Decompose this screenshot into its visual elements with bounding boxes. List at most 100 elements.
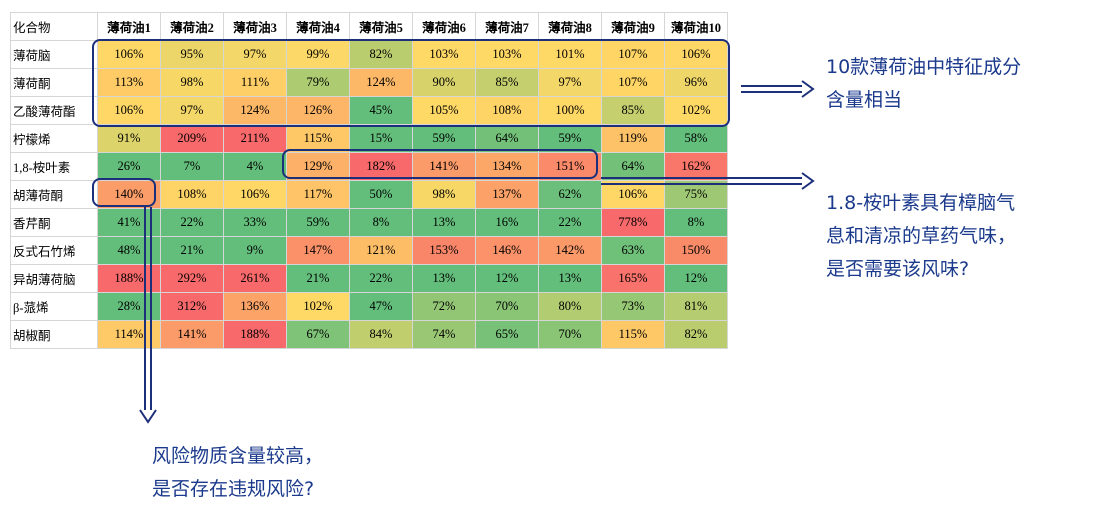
heatmap-cell: 84% [349,320,413,349]
heatmap-cell: 100% [538,96,602,125]
heatmap-cell: 59% [286,208,350,237]
arrow-down-left [139,207,157,424]
callout-top-line2: 含量相当 [826,89,903,111]
heatmap-cell: 150% [664,236,728,265]
heatmap-cell: 124% [223,96,287,125]
callout-bottom: 风险物质含量较高， 是否存在违规风险? [152,440,323,506]
heatmap-cell: 64% [601,152,665,181]
row-label: 反式石竹烯 [10,236,98,265]
heatmap-cell: 136% [223,292,287,321]
row-label: β-蒎烯 [10,292,98,321]
heatmap-cell: 134% [475,152,539,181]
row-label: 柠檬烯 [10,124,98,153]
heatmap-cell: 113% [97,68,161,97]
heatmap-cell: 82% [664,320,728,349]
heatmap-cell: 65% [475,320,539,349]
heatmap-cell: 141% [160,320,224,349]
heatmap-cell: 102% [286,292,350,321]
heatmap-cell: 12% [475,264,539,293]
heatmap-cell: 115% [601,320,665,349]
heatmap-cell: 103% [475,40,539,69]
callout-middle-line3: 是否需要该风味? [826,258,970,280]
heatmap-cell: 63% [601,236,665,265]
corner-label: 化合物 [10,12,98,41]
heatmap-cell: 188% [223,320,287,349]
heatmap-cell: 47% [349,292,413,321]
callout-middle-line2: 息和清凉的草药气味， [826,225,1017,247]
heatmap-cell: 115% [286,124,350,153]
heatmap-cell: 22% [349,264,413,293]
heatmap-cell: 90% [412,68,476,97]
heatmap-cell: 107% [601,68,665,97]
heatmap-cell: 126% [286,96,350,125]
row-label: 胡薄荷酮 [10,180,98,209]
heatmap-cell: 22% [538,208,602,237]
heatmap-cell: 8% [349,208,413,237]
heatmap-cell: 98% [412,180,476,209]
heatmap-cell: 141% [412,152,476,181]
heatmap-cell: 12% [664,264,728,293]
column-header: 薄荷油8 [538,12,602,41]
heatmap-cell: 209% [160,124,224,153]
arrow-right-middle [601,172,815,190]
heatmap-cell: 111% [223,68,287,97]
table-row: 薄荷脑 106% 95% 97% 99% 82% 103% 103% 101% 107% 106% [10,40,728,69]
heatmap-cell: 146% [475,236,539,265]
heatmap-cell: 101% [538,40,602,69]
heatmap-cell: 312% [160,292,224,321]
heatmap-cell: 72% [412,292,476,321]
heatmap-cell: 64% [475,124,539,153]
heatmap-cell: 79% [286,68,350,97]
heatmap-cell: 67% [286,320,350,349]
column-header: 薄荷油4 [286,12,350,41]
heatmap-cell: 81% [664,292,728,321]
heatmap-cell: 119% [601,124,665,153]
row-label: 薄荷酮 [10,68,98,97]
heatmap-cell: 9% [223,236,287,265]
heatmap-cell: 74% [412,320,476,349]
heatmap-cell: 108% [475,96,539,125]
arrow-right-top [741,80,815,98]
heatmap-cell: 778% [601,208,665,237]
heatmap-cell: 58% [664,124,728,153]
heatmap-cell: 106% [97,96,161,125]
heatmap-cell: 70% [538,320,602,349]
heatmap-cell: 21% [160,236,224,265]
column-header: 薄荷油10 [664,12,728,41]
heatmap-cell: 97% [223,40,287,69]
heatmap-cell: 261% [223,264,287,293]
row-label: 香芹酮 [10,208,98,237]
heatmap-cell: 211% [223,124,287,153]
heatmap-cell: 62% [538,180,602,209]
heatmap-cell: 162% [664,152,728,181]
heatmap-cell: 26% [97,152,161,181]
table-row: 香芹酮 41% 22% 33% 59% 8% 13% 16% 22% 778% 8% [10,208,728,237]
callout-bottom-line1: 风险物质含量较高， [152,445,324,467]
heatmap-cell: 22% [160,208,224,237]
heatmap-cell: 91% [97,124,161,153]
callout-middle-line1: 1.8-桉叶素具有樟脑气 [826,192,1016,214]
heatmap-cell: 107% [601,40,665,69]
callout-top: 10款薄荷油中特征成分 含量相当 [826,51,1021,117]
highlight-box-eucalyptol [282,149,598,179]
callout-middle: 1.8-桉叶素具有樟脑气 息和清凉的草药气味， 是否需要该风味? [826,187,1016,286]
heatmap-cell: 142% [538,236,602,265]
column-header: 薄荷油6 [412,12,476,41]
heatmap-cell: 98% [160,68,224,97]
heatmap-cell: 7% [160,152,224,181]
table-row: 乙酸薄荷酯 106% 97% 124% 126% 45% 105% 108% 100% 85% 10… [10,96,728,125]
callout-bottom-line2: 是否存在违规风险? [152,478,315,500]
heatmap-cell: 8% [664,208,728,237]
heatmap-cell: 85% [475,68,539,97]
heatmap-cell: 33% [223,208,287,237]
column-header: 薄荷油5 [349,12,413,41]
heatmap-cell: 182% [349,152,413,181]
heatmap-cell: 50% [349,180,413,209]
column-header: 薄荷油9 [601,12,665,41]
heatmap-cell: 96% [664,68,728,97]
heatmap-cell: 95% [160,40,224,69]
highlight-box-top-rows [92,39,730,127]
heatmap-cell: 108% [160,180,224,209]
heatmap-cell: 106% [664,40,728,69]
